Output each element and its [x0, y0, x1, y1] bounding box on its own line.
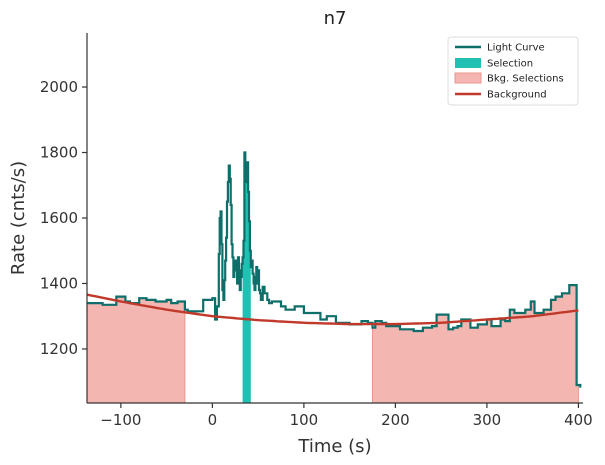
light-curve-line [87, 151, 582, 388]
legend: Light Curve Selection Bkg. Selections Ba… [447, 36, 579, 106]
chart-title: n7 [324, 8, 347, 29]
y-tick-label: 1200 [40, 340, 78, 358]
y-axis-label: Rate (cnts/s) [8, 161, 29, 275]
legend-label-bkg-selections: Bkg. Selections [487, 74, 564, 85]
y-tick-label: 1400 [40, 274, 78, 292]
x-ticks: −100 0 100 200 300 400 [100, 403, 593, 429]
x-tick-label: −100 [100, 411, 141, 429]
legend-label-background: Background [487, 90, 547, 101]
x-tick-label: 300 [473, 411, 502, 429]
y-tick-label: 2000 [40, 78, 78, 96]
x-tick-label: 100 [290, 411, 319, 429]
legend-bkg-selections-swatch [454, 72, 482, 84]
y-tick-label: 1800 [40, 144, 78, 162]
x-axis-label: Time (s) [297, 436, 371, 457]
x-tick-label: 200 [381, 411, 410, 429]
bkg-selection-region-2 [372, 284, 579, 404]
x-tick-label: 0 [208, 411, 218, 429]
legend-label-light-curve: Light Curve [487, 43, 545, 54]
x-tick-label: 400 [564, 411, 593, 429]
background-curve [86, 293, 579, 326]
legend-label-selection: Selection [487, 59, 533, 70]
y-ticks: 1200 1400 1600 1800 2000 [40, 78, 87, 358]
legend-box [447, 36, 579, 106]
bkg-selection-region-1 [86, 296, 186, 404]
legend-selection-swatch [455, 58, 481, 68]
y-tick-label: 1600 [40, 209, 78, 227]
plot-area [86, 151, 582, 404]
